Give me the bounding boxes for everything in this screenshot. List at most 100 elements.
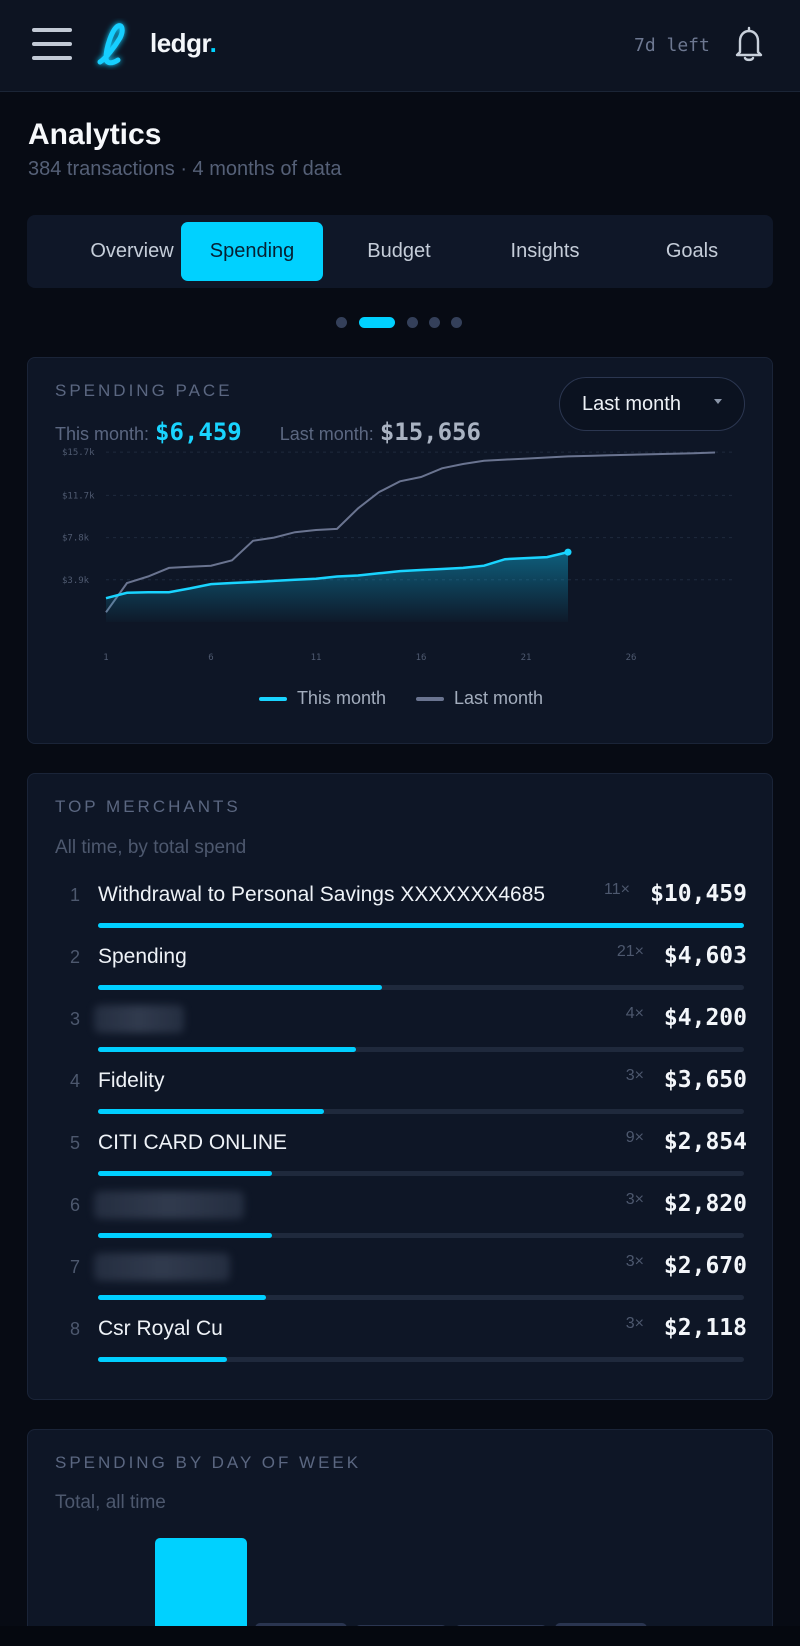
merchant-bar-track (98, 1109, 744, 1114)
page-title: Analytics (28, 118, 162, 151)
merchant-bar-track (98, 1357, 744, 1362)
merchant-row[interactable]: 1 Withdrawal to Personal Savings XXXXXXX4… (28, 877, 774, 937)
y-tick-label: $15.7k (62, 448, 95, 458)
chart-legend: This month Last month (28, 688, 774, 709)
trial-remaining: 7d left (634, 35, 710, 56)
pager-dot[interactable] (336, 317, 347, 328)
merchant-rank: 3 (70, 1009, 81, 1029)
merchant-row[interactable]: 5 CITI CARD ONLINE 9× $2,854 (28, 1125, 774, 1185)
x-tick-label: 11 (311, 653, 322, 663)
legend-swatch (258, 696, 287, 701)
period-select-value: Last month (582, 392, 681, 415)
merchant-rank: 1 (70, 885, 81, 905)
merchant-bar-fill (98, 1047, 357, 1052)
tab-insights[interactable]: Insights (510, 240, 580, 262)
merchant-bar-fill (98, 1171, 273, 1176)
app-header: ledgr. 7d left (0, 0, 800, 92)
merchant-count: 3× (625, 1315, 644, 1332)
tab-spending[interactable]: Spending (181, 222, 323, 281)
pager-dot[interactable] (429, 317, 440, 328)
merchant-rank: 4 (70, 1071, 81, 1091)
merchant-bar-fill (98, 1233, 273, 1238)
logo-text: ledgr. (150, 28, 217, 58)
merchant-count: 9× (625, 1129, 644, 1146)
merchant-amount: $10,459 (650, 881, 747, 907)
merchant-bar-fill (98, 923, 744, 928)
day-of-week-chart (28, 1538, 772, 1629)
merchant-amount: $4,603 (663, 943, 747, 969)
merchant-rank: 7 (70, 1257, 81, 1277)
x-tick-label: 26 (626, 653, 637, 663)
ledgr-logo-icon[interactable] (92, 18, 138, 70)
merchant-rank: 5 (70, 1133, 81, 1153)
merchant-amount: $2,854 (663, 1129, 747, 1155)
bell-icon[interactable] (732, 26, 766, 62)
merchant-rank: 8 (70, 1319, 81, 1339)
merchant-row[interactable]: 3 4× $4,200 (28, 1001, 774, 1061)
last-month-label: Last month: (279, 424, 374, 444)
last-month-value: $15,656 (379, 418, 481, 446)
merchant-count: 3× (625, 1253, 644, 1270)
merchant-row[interactable]: 2 Spending 21× $4,603 (28, 939, 774, 999)
y-tick-label: $11.7k (62, 491, 95, 501)
merchant-bar-track (98, 1233, 744, 1238)
merchant-bar-track (98, 1047, 744, 1052)
merchant-count: 21× (616, 943, 644, 960)
x-tick-label: 6 (208, 653, 213, 663)
pager-dot[interactable] (451, 317, 462, 328)
merchant-amount: $4,200 (663, 1005, 747, 1031)
merchant-rank: 2 (70, 947, 81, 967)
bottom-edge (0, 1626, 800, 1646)
merchant-name: CITI CARD ONLINE (98, 1131, 288, 1154)
merchant-amount: $2,670 (663, 1253, 747, 1279)
series-line-this-month (105, 550, 569, 600)
page-indicator (336, 315, 466, 329)
tab-budget[interactable]: Budget (367, 240, 431, 262)
merchant-count: 3× (625, 1191, 644, 1208)
merchant-rank: 6 (70, 1195, 81, 1215)
merchant-bar-fill (98, 1295, 266, 1300)
series-end-point (564, 548, 572, 556)
spending-pace-chart: $3.9k$7.8k$11.7k$15.7k1 6 11 16 21 26 (62, 448, 736, 663)
page-subtitle: 384 transactions · 4 months of data (28, 158, 342, 180)
merchant-name-redacted (94, 1005, 184, 1033)
series-line-last-month (105, 451, 716, 613)
period-select[interactable]: Last month (559, 377, 745, 431)
day-of-week-card: SPENDING BY DAY OF WEEK Total, all time (27, 1429, 773, 1629)
merchant-count: 4× (625, 1005, 644, 1022)
card-title: SPENDING BY DAY OF WEEK (55, 1453, 362, 1472)
merchant-row[interactable]: 4 Fidelity 3× $3,650 (28, 1063, 774, 1123)
this-month-value: $6,459 (155, 418, 242, 446)
legend-label: Last month (453, 688, 544, 708)
merchant-name-redacted (94, 1253, 230, 1281)
hamburger-icon[interactable] (32, 28, 72, 60)
legend-item-this-month: This month (258, 688, 386, 709)
day-of-week-bar (155, 1538, 247, 1629)
merchant-row[interactable]: 6 3× $2,820 (28, 1187, 774, 1247)
pace-summary: This month: $6,459 Last month: $15,656 (55, 418, 519, 446)
spending-pace-card: SPENDING PACE This month: $6,459 Last mont… (27, 357, 773, 744)
legend-item-last-month: Last month (415, 688, 544, 709)
merchant-row[interactable]: 8 Csr Royal Cu 3× $2,118 (28, 1311, 774, 1371)
tab-overview[interactable]: Overview (90, 240, 174, 262)
merchant-bar-track (98, 1171, 744, 1176)
merchant-amount: $2,820 (663, 1191, 747, 1217)
merchant-name: Spending (98, 945, 187, 968)
tab-goals[interactable]: Goals (665, 240, 719, 262)
merchant-name: Csr Royal Cu (98, 1317, 223, 1340)
merchant-bar-track (98, 923, 744, 928)
x-tick-label: 1 (103, 653, 108, 663)
legend-swatch (415, 696, 444, 701)
merchant-amount: $2,118 (663, 1315, 747, 1341)
pager-dot[interactable] (407, 317, 418, 328)
merchant-count: 11× (604, 881, 630, 898)
merchant-count: 3× (625, 1067, 644, 1084)
merchant-amount: $3,650 (663, 1067, 747, 1093)
merchant-row[interactable]: 7 3× $2,670 (28, 1249, 774, 1309)
merchant-name-redacted (94, 1191, 244, 1219)
x-tick-label: 16 (416, 653, 427, 663)
merchant-bar-track (98, 1295, 744, 1300)
pager-dot-active[interactable] (359, 317, 395, 328)
analytics-tabs: Overview Spending Budget Insights Goals (27, 215, 773, 288)
merchant-name: Withdrawal to Personal Savings XXXXXXX46… (98, 883, 546, 906)
